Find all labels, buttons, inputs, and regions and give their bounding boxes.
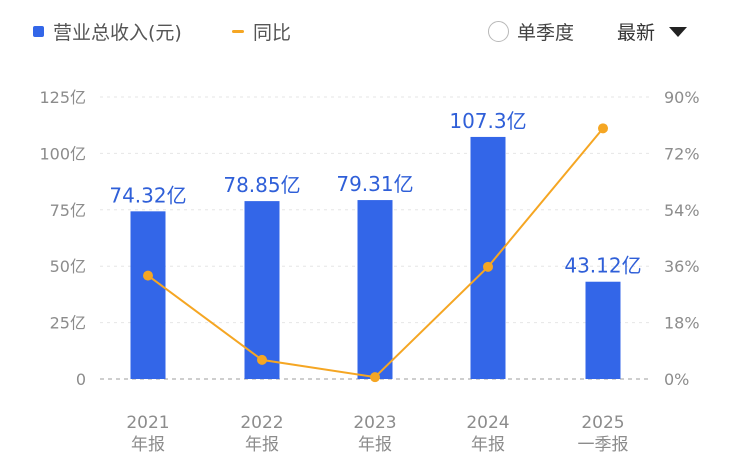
y-left-tick-label: 100亿 xyxy=(39,144,86,163)
bar-value-label: 107.3亿 xyxy=(449,109,526,133)
y-left-tick-label: 125亿 xyxy=(39,88,86,107)
y-left-tick-label: 0 xyxy=(76,370,86,389)
revenue-bar xyxy=(244,201,280,379)
y-right-tick-label: 0% xyxy=(664,370,689,389)
x-tick-label: 2024 xyxy=(466,413,509,433)
legend-yoy: 同比 xyxy=(232,18,291,45)
legend-line-swatch xyxy=(232,30,244,33)
legend-yoy-label: 同比 xyxy=(253,22,292,44)
x-tick-label: 2023 xyxy=(353,413,396,433)
revenue-bar xyxy=(357,200,393,379)
legend-revenue-label: 营业总收入(元) xyxy=(53,22,182,44)
y-right-tick-label: 54% xyxy=(664,201,700,220)
y-left-tick-label: 75亿 xyxy=(50,201,86,220)
yoy-point xyxy=(143,270,153,281)
bar-value-label: 79.31亿 xyxy=(336,172,413,196)
yoy-point xyxy=(598,123,608,134)
yoy-point xyxy=(370,372,380,383)
bar-value-label: 78.85亿 xyxy=(223,173,300,197)
y-left-tick-label: 25亿 xyxy=(50,314,86,333)
bar-value-label: 43.12亿 xyxy=(564,254,641,278)
x-tick-sublabel: 年报 xyxy=(131,435,165,455)
x-tick-label: 2025 xyxy=(581,413,624,433)
y-right-tick-label: 18% xyxy=(664,314,700,333)
chart-toolbar: 营业总收入(元) 同比 单季度 最新 xyxy=(0,0,738,64)
y-right-tick-label: 90% xyxy=(664,88,700,107)
bar-value-label: 74.32亿 xyxy=(109,183,186,207)
legend-bar-swatch xyxy=(33,26,44,37)
y-axis-left: 0 25亿 50亿 75亿 100亿 125亿 xyxy=(39,88,86,389)
legend-revenue: 营业总收入(元) xyxy=(33,18,182,45)
x-tick-sublabel: 一季报 xyxy=(578,435,629,455)
x-tick-sublabel: 年报 xyxy=(358,435,392,455)
x-tick-sublabel: 年报 xyxy=(245,435,279,455)
y-right-tick-label: 36% xyxy=(664,257,700,276)
value-labels-layer: 74.32亿 78.85亿 79.31亿 107.3亿 43.12亿 xyxy=(109,109,641,278)
radio-icon[interactable] xyxy=(488,21,509,42)
revenue-bar xyxy=(585,281,621,379)
x-tick-sublabel: 年报 xyxy=(471,435,505,455)
caret-down-icon xyxy=(669,26,688,37)
bars-layer xyxy=(130,136,621,379)
line-layer xyxy=(143,123,608,383)
sort-dropdown-label: 最新 xyxy=(617,22,656,44)
y-left-tick-label: 50亿 xyxy=(50,257,86,276)
yoy-point xyxy=(483,261,493,272)
revenue-bar xyxy=(470,136,506,379)
y-right-tick-label: 72% xyxy=(664,144,700,163)
single-quarter-label: 单季度 xyxy=(517,22,575,44)
y-axis-right: 0% 18% 36% 54% 72% 90% xyxy=(664,88,700,389)
sort-dropdown[interactable]: 最新 xyxy=(617,18,688,45)
yoy-point xyxy=(257,354,267,365)
revenue-bar xyxy=(130,211,166,379)
x-tick-label: 2022 xyxy=(240,413,283,433)
x-tick-label: 2021 xyxy=(126,413,169,433)
single-quarter-toggle[interactable]: 单季度 xyxy=(488,18,574,45)
